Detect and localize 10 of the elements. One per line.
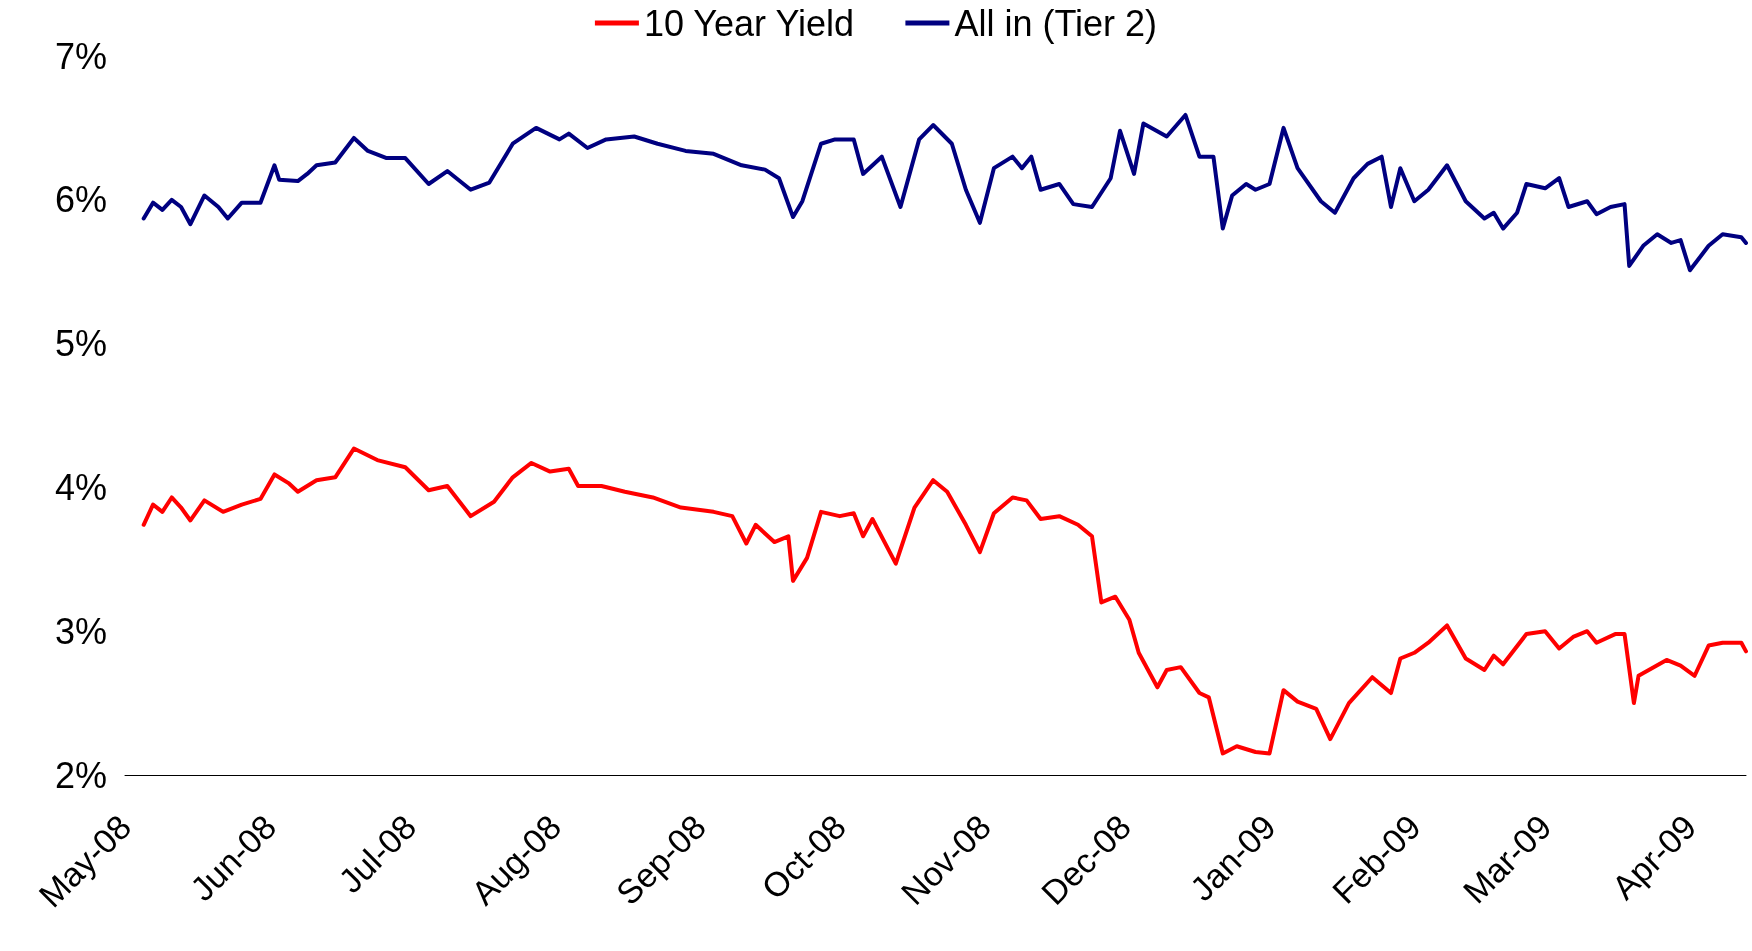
y-tick-label: 4% bbox=[54, 466, 107, 508]
y-tick-label: 7% bbox=[54, 35, 107, 77]
y-tick-label: 2% bbox=[54, 754, 107, 796]
y-tick-label: 3% bbox=[54, 610, 107, 652]
y-tick-label: 5% bbox=[54, 323, 107, 365]
legend-label: 10 Year Yield bbox=[643, 2, 855, 44]
line-series bbox=[141, 446, 1748, 756]
y-tick-label: 6% bbox=[54, 179, 107, 221]
line-series bbox=[141, 112, 1748, 273]
legend-label: All in (Tier 2) bbox=[954, 2, 1158, 44]
